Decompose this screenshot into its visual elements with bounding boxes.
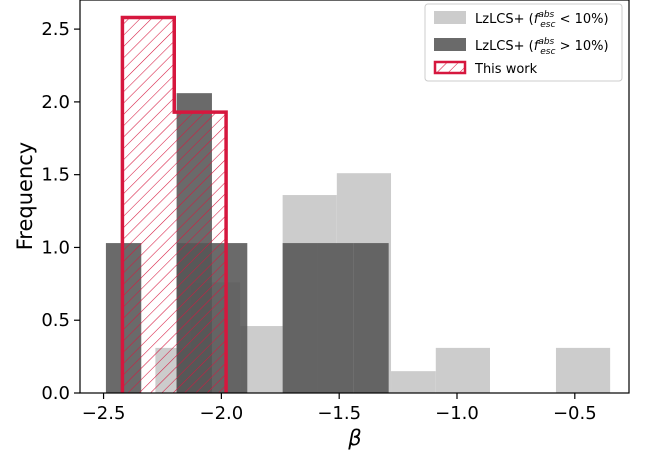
y-tick-label: 0.5 [41, 310, 70, 331]
bar-this-work-hatch [122, 17, 175, 393]
bar-series-0 [435, 347, 490, 393]
y-tick-label: 2.5 [41, 19, 70, 40]
x-tick-label: −1.0 [435, 403, 479, 424]
y-axis: 0.0 0.5 1.0 1.5 2.0 2.5 [41, 19, 80, 404]
legend-label: LzLCS+ (fabs esc > 10%) [475, 37, 609, 57]
bar-series-0 [555, 347, 611, 393]
y-tick-label: 1.0 [41, 237, 70, 258]
y-tick-label: 0.0 [41, 383, 70, 404]
bar-series-0 [391, 371, 436, 393]
x-tick-label: −2.0 [200, 403, 244, 424]
y-tick-label: 2.0 [41, 92, 70, 113]
legend-label: LzLCS+ (fabs esc < 10%) [475, 10, 609, 30]
x-axis-label: β [347, 426, 361, 450]
bar-series-1 [317, 243, 354, 393]
legend-swatch [434, 38, 466, 51]
legend-box [424, 3, 623, 82]
legend-swatch [434, 11, 466, 24]
step-outline-this-work [120, 15, 228, 393]
legend: LzLCS+ (fabs esc < 10%) LzLCS+ (fabs esc > … [424, 3, 623, 82]
bar-series-1 [282, 243, 318, 393]
legend-swatch [433, 60, 467, 75]
bar-series-1 [353, 243, 389, 393]
x-tick-label: −2.5 [82, 403, 126, 424]
x-axis: −2.5 −2.0 −1.5 −1.0 −0.5 [82, 393, 597, 424]
x-tick-label: −1.5 [317, 403, 361, 424]
histogram-bars [105, 15, 611, 393]
x-tick-label: −0.5 [553, 403, 597, 424]
plot-frame [79, 0, 630, 394]
y-axis-label: Frequency [13, 142, 37, 251]
bar-this-work-hatch [174, 112, 227, 393]
legend-label: This work [474, 62, 538, 77]
y-tick-label: 1.5 [41, 165, 70, 186]
